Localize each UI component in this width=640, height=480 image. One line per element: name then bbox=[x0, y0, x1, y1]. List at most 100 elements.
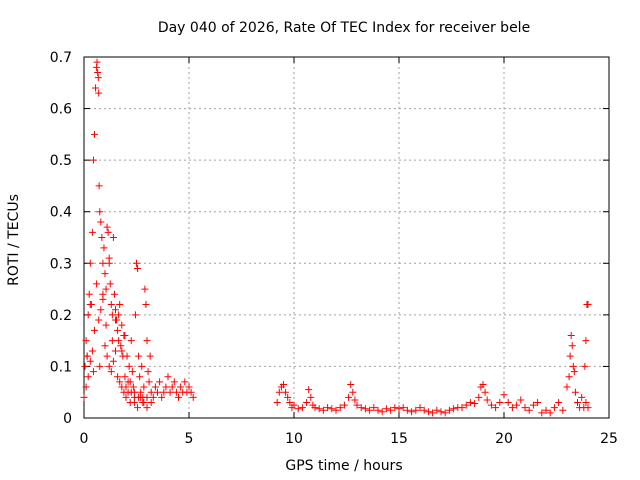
data-point bbox=[508, 404, 516, 412]
data-point bbox=[584, 301, 592, 309]
data-point bbox=[458, 404, 466, 412]
data-point bbox=[433, 406, 441, 414]
data-point bbox=[154, 388, 161, 396]
data-point bbox=[89, 368, 97, 376]
data-point bbox=[147, 399, 155, 407]
data-point bbox=[99, 290, 107, 298]
x-tick-label: 20 bbox=[495, 431, 513, 447]
chart-title: Day 040 of 2026, Rate Of TEC Index for r… bbox=[158, 20, 530, 36]
data-point bbox=[332, 406, 340, 414]
plot-frame bbox=[83, 56, 610, 419]
data-point bbox=[487, 401, 495, 409]
y-tick-label: 0.5 bbox=[50, 153, 72, 169]
data-point bbox=[112, 306, 119, 314]
data-point bbox=[122, 393, 130, 401]
data-point bbox=[294, 405, 302, 413]
y-tick-label: 0.3 bbox=[50, 256, 72, 272]
data-point bbox=[94, 68, 102, 76]
data-point bbox=[118, 321, 126, 329]
data-point bbox=[319, 406, 327, 414]
data-point bbox=[103, 352, 111, 360]
data-point bbox=[107, 301, 115, 309]
data-point bbox=[147, 388, 155, 396]
data-point bbox=[483, 396, 491, 404]
data-point bbox=[82, 383, 90, 391]
data-point bbox=[103, 223, 111, 231]
data-point bbox=[164, 373, 172, 381]
data-point bbox=[95, 316, 103, 324]
data-point bbox=[424, 408, 432, 416]
data-point bbox=[112, 316, 119, 324]
data-point bbox=[353, 401, 361, 409]
data-point bbox=[105, 254, 113, 262]
data-point bbox=[82, 337, 90, 345]
data-point bbox=[94, 74, 102, 82]
y-tick-label: 0.4 bbox=[50, 205, 72, 221]
data-point bbox=[141, 285, 149, 293]
data-point bbox=[95, 89, 103, 97]
data-point bbox=[403, 406, 411, 414]
data-point bbox=[170, 378, 178, 386]
data-point bbox=[550, 404, 558, 412]
x-tick-label: 5 bbox=[185, 431, 194, 447]
data-point bbox=[134, 264, 142, 272]
data-point bbox=[542, 406, 550, 414]
data-point bbox=[366, 406, 374, 414]
data-point bbox=[101, 270, 109, 278]
data-point bbox=[534, 399, 542, 407]
data-point bbox=[140, 383, 148, 391]
data-point bbox=[83, 352, 91, 360]
data-point bbox=[172, 388, 180, 396]
y-tick-label: 0.2 bbox=[50, 308, 72, 324]
data-point bbox=[349, 388, 357, 396]
data-point bbox=[88, 347, 96, 355]
data-point bbox=[102, 321, 110, 329]
data-point bbox=[479, 380, 487, 388]
data-point bbox=[166, 388, 174, 396]
data-point bbox=[137, 393, 145, 401]
data-point bbox=[138, 362, 146, 370]
data-point bbox=[521, 404, 529, 412]
data-point bbox=[340, 401, 348, 409]
data-point bbox=[151, 383, 159, 391]
data-point bbox=[282, 388, 290, 396]
data-point bbox=[437, 408, 445, 416]
data-point bbox=[504, 399, 512, 407]
data-point bbox=[574, 399, 581, 407]
data-point bbox=[382, 405, 390, 413]
data-point bbox=[160, 388, 168, 396]
data-point bbox=[106, 280, 114, 288]
data-point bbox=[429, 409, 437, 417]
data-point bbox=[97, 306, 105, 314]
data-point bbox=[131, 311, 139, 319]
data-point bbox=[101, 342, 109, 350]
data-point bbox=[93, 280, 101, 288]
data-point bbox=[143, 404, 151, 412]
data-point bbox=[582, 399, 590, 407]
data-point bbox=[118, 347, 126, 355]
data-point bbox=[109, 234, 117, 241]
data-point bbox=[399, 404, 407, 412]
data-point bbox=[146, 352, 154, 360]
data-point bbox=[311, 404, 319, 412]
data-point bbox=[357, 404, 365, 412]
data-point bbox=[115, 311, 123, 319]
data-point bbox=[578, 393, 586, 401]
data-point bbox=[305, 386, 313, 394]
data-point bbox=[96, 208, 104, 216]
data-point bbox=[142, 301, 150, 309]
data-point bbox=[121, 331, 129, 339]
y-tick-label: 0.1 bbox=[50, 359, 72, 375]
data-point bbox=[565, 373, 573, 381]
data-point bbox=[127, 337, 135, 345]
data-point bbox=[286, 399, 294, 407]
data-point bbox=[395, 405, 403, 413]
x-axis-label: GPS time / hours bbox=[285, 458, 402, 474]
data-point bbox=[84, 373, 92, 381]
data-point bbox=[134, 404, 142, 412]
data-point bbox=[86, 301, 94, 309]
data-point bbox=[95, 182, 103, 190]
data-point bbox=[315, 405, 323, 413]
data-point bbox=[568, 342, 576, 350]
data-point bbox=[84, 311, 92, 319]
